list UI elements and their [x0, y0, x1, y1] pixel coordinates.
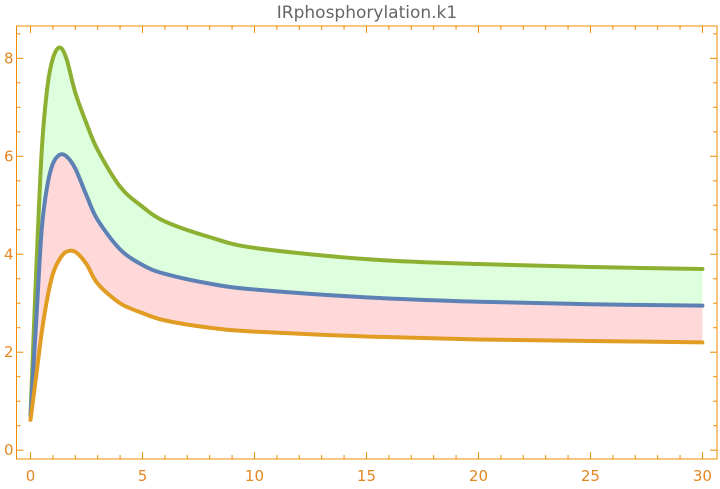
band-fill-1: [30, 154, 703, 420]
y-tick-label: 2: [4, 343, 14, 361]
y-tick-label: 6: [4, 147, 14, 165]
x-tick-label: 20: [469, 467, 488, 485]
band-fills: [30, 47, 703, 420]
y-tick-label: 4: [4, 245, 14, 263]
x-tick-label: 30: [693, 467, 712, 485]
x-tick-label: 15: [357, 467, 376, 485]
x-tick-label: 5: [138, 467, 148, 485]
x-tick-label: 0: [26, 467, 36, 485]
band-fill-0: [30, 47, 703, 416]
axes-frame: 0 5 10 15 20 25 30 0 2 4 6 8: [4, 25, 718, 485]
series-lines: [28, 45, 705, 422]
y-tick-label: 8: [4, 49, 14, 67]
x-tick-label: 25: [581, 467, 600, 485]
series-line-0: [28, 45, 705, 418]
series-line-1: [28, 152, 705, 418]
x-tick-label: 10: [245, 467, 264, 485]
chart-title: IRphosphorylation.k1: [277, 3, 457, 23]
y-tick-label: 0: [4, 441, 14, 459]
series-line-2: [28, 248, 705, 422]
